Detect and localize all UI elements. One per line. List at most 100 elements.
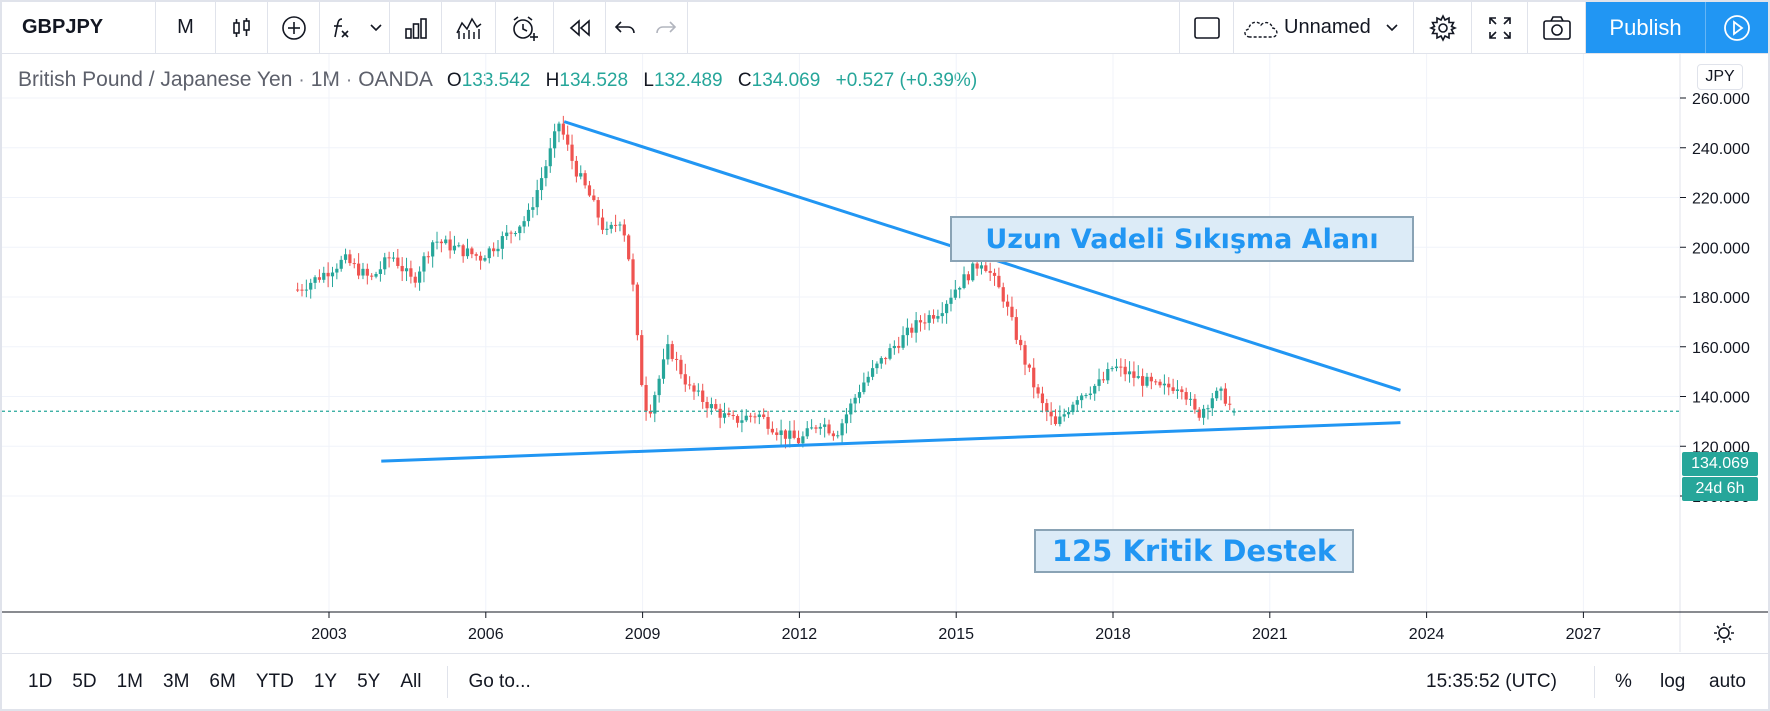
indicators-dropdown-chevron-icon[interactable] xyxy=(362,2,390,53)
candle xyxy=(692,382,696,400)
percent-scale-toggle[interactable]: % xyxy=(1615,670,1632,692)
candle xyxy=(474,252,478,261)
candle xyxy=(1084,393,1088,399)
candle xyxy=(853,394,857,413)
candle xyxy=(666,334,670,365)
range-button-1m[interactable]: 1M xyxy=(116,670,143,692)
candle xyxy=(470,246,474,259)
indicators-fx-icon[interactable] xyxy=(320,2,362,53)
annotation-compression-zone[interactable]: Uzun Vadeli Sıkışma Alanı xyxy=(950,216,1414,262)
candle xyxy=(1210,393,1214,416)
range-button-5d[interactable]: 5D xyxy=(72,670,97,692)
candle xyxy=(387,251,391,268)
legend-exchange: OANDA xyxy=(358,68,433,91)
candle xyxy=(1066,407,1071,419)
range-button-1d[interactable]: 1D xyxy=(28,670,53,692)
candle xyxy=(357,253,361,280)
candle xyxy=(548,137,552,173)
candle xyxy=(966,271,970,285)
goto-date-button[interactable]: Go to... xyxy=(447,665,531,698)
redo-icon[interactable] xyxy=(644,2,688,53)
currency-label[interactable]: JPY xyxy=(1697,64,1743,90)
range-button-1y[interactable]: 1Y xyxy=(313,670,338,692)
candle xyxy=(918,315,923,332)
legend-dot: · xyxy=(345,70,353,91)
legend-dot: · xyxy=(298,70,305,91)
candle xyxy=(1075,396,1079,411)
range-button-3m[interactable]: 3M xyxy=(163,670,190,692)
candle xyxy=(326,262,330,288)
clock-timezone[interactable]: 15:35:52 (UTC) xyxy=(1426,670,1557,692)
price-axis-labels[interactable]: 100.000120.000140.000160.000180.000200.0… xyxy=(1680,91,1750,506)
candle xyxy=(539,167,544,201)
candle xyxy=(670,340,674,362)
candle xyxy=(1127,361,1132,383)
auto-scale-toggle[interactable]: auto xyxy=(1709,670,1746,692)
candles-group xyxy=(296,115,1236,449)
candle xyxy=(596,197,600,226)
undo-icon[interactable] xyxy=(606,2,644,53)
compare-add-icon[interactable] xyxy=(268,2,320,53)
candle xyxy=(888,343,892,361)
candle xyxy=(1184,387,1188,406)
templates-chart-icon[interactable] xyxy=(442,2,496,53)
candle xyxy=(400,257,404,282)
publish-button[interactable]: Publish xyxy=(1586,2,1706,53)
range-button-5y[interactable]: 5Y xyxy=(357,670,381,692)
candle xyxy=(897,336,901,354)
candle xyxy=(1032,358,1036,399)
candle xyxy=(313,275,317,290)
settings-gear-icon[interactable] xyxy=(1414,2,1472,53)
candle xyxy=(1228,396,1232,411)
candle xyxy=(444,235,448,245)
open-label: O xyxy=(446,70,462,91)
timescale-settings-gear-icon[interactable] xyxy=(1714,623,1734,643)
candle xyxy=(762,408,766,420)
candle xyxy=(714,398,718,411)
log-scale-toggle[interactable]: log xyxy=(1660,670,1686,692)
candle xyxy=(840,418,844,445)
support-trendline[interactable] xyxy=(381,421,1401,463)
candle xyxy=(1014,309,1018,345)
financials-bars-icon[interactable] xyxy=(390,2,442,53)
instrument-name[interactable]: British Pound / Japanese Yen xyxy=(18,68,293,91)
range-button-ytd[interactable]: YTD xyxy=(255,670,294,692)
replay-rewind-icon[interactable] xyxy=(554,2,606,53)
candle xyxy=(1080,393,1084,409)
candle xyxy=(352,258,356,269)
play-icon[interactable] xyxy=(1706,2,1768,53)
candle xyxy=(574,155,578,183)
high-value: 134.528 xyxy=(559,70,629,91)
candles-chart-type-icon[interactable] xyxy=(216,2,268,53)
candle xyxy=(635,282,639,341)
candle xyxy=(958,286,962,299)
range-button-6m[interactable]: 6M xyxy=(209,670,236,692)
range-button-all[interactable]: All xyxy=(400,670,422,692)
candle xyxy=(775,428,779,441)
time-axis-labels[interactable]: 2003 2006 2009 2012 2015 2018 2021 2024 2027 xyxy=(311,612,1601,643)
symbol-search-button[interactable]: GBPJPY xyxy=(2,2,156,53)
layout-select-icon[interactable] xyxy=(1180,2,1234,53)
price-tick-label: 220.000 xyxy=(1692,191,1750,208)
snapshot-camera-icon[interactable] xyxy=(1528,2,1586,53)
candle xyxy=(1114,358,1119,372)
save-layout-button[interactable]: Unnamed xyxy=(1234,2,1414,53)
fullscreen-icon[interactable] xyxy=(1472,2,1528,53)
price-chart[interactable]: 100.000120.000140.000160.000180.000200.0… xyxy=(2,54,1768,652)
candle xyxy=(1062,408,1066,422)
annotation-critical-support[interactable]: 125 Kritik Destek xyxy=(1034,529,1354,573)
candle xyxy=(600,208,605,235)
candle xyxy=(766,410,770,435)
candle xyxy=(553,123,557,158)
candle xyxy=(740,409,744,433)
candle xyxy=(1005,294,1010,316)
candle xyxy=(940,302,944,324)
candle xyxy=(1036,384,1040,399)
candle xyxy=(304,279,308,298)
interval-button[interactable]: M xyxy=(156,2,216,53)
time-tick-label: 2024 xyxy=(1409,626,1445,643)
trendlines-group[interactable] xyxy=(381,120,1401,463)
candle xyxy=(949,289,953,312)
candle xyxy=(500,231,504,260)
alert-clock-icon[interactable] xyxy=(496,2,554,53)
